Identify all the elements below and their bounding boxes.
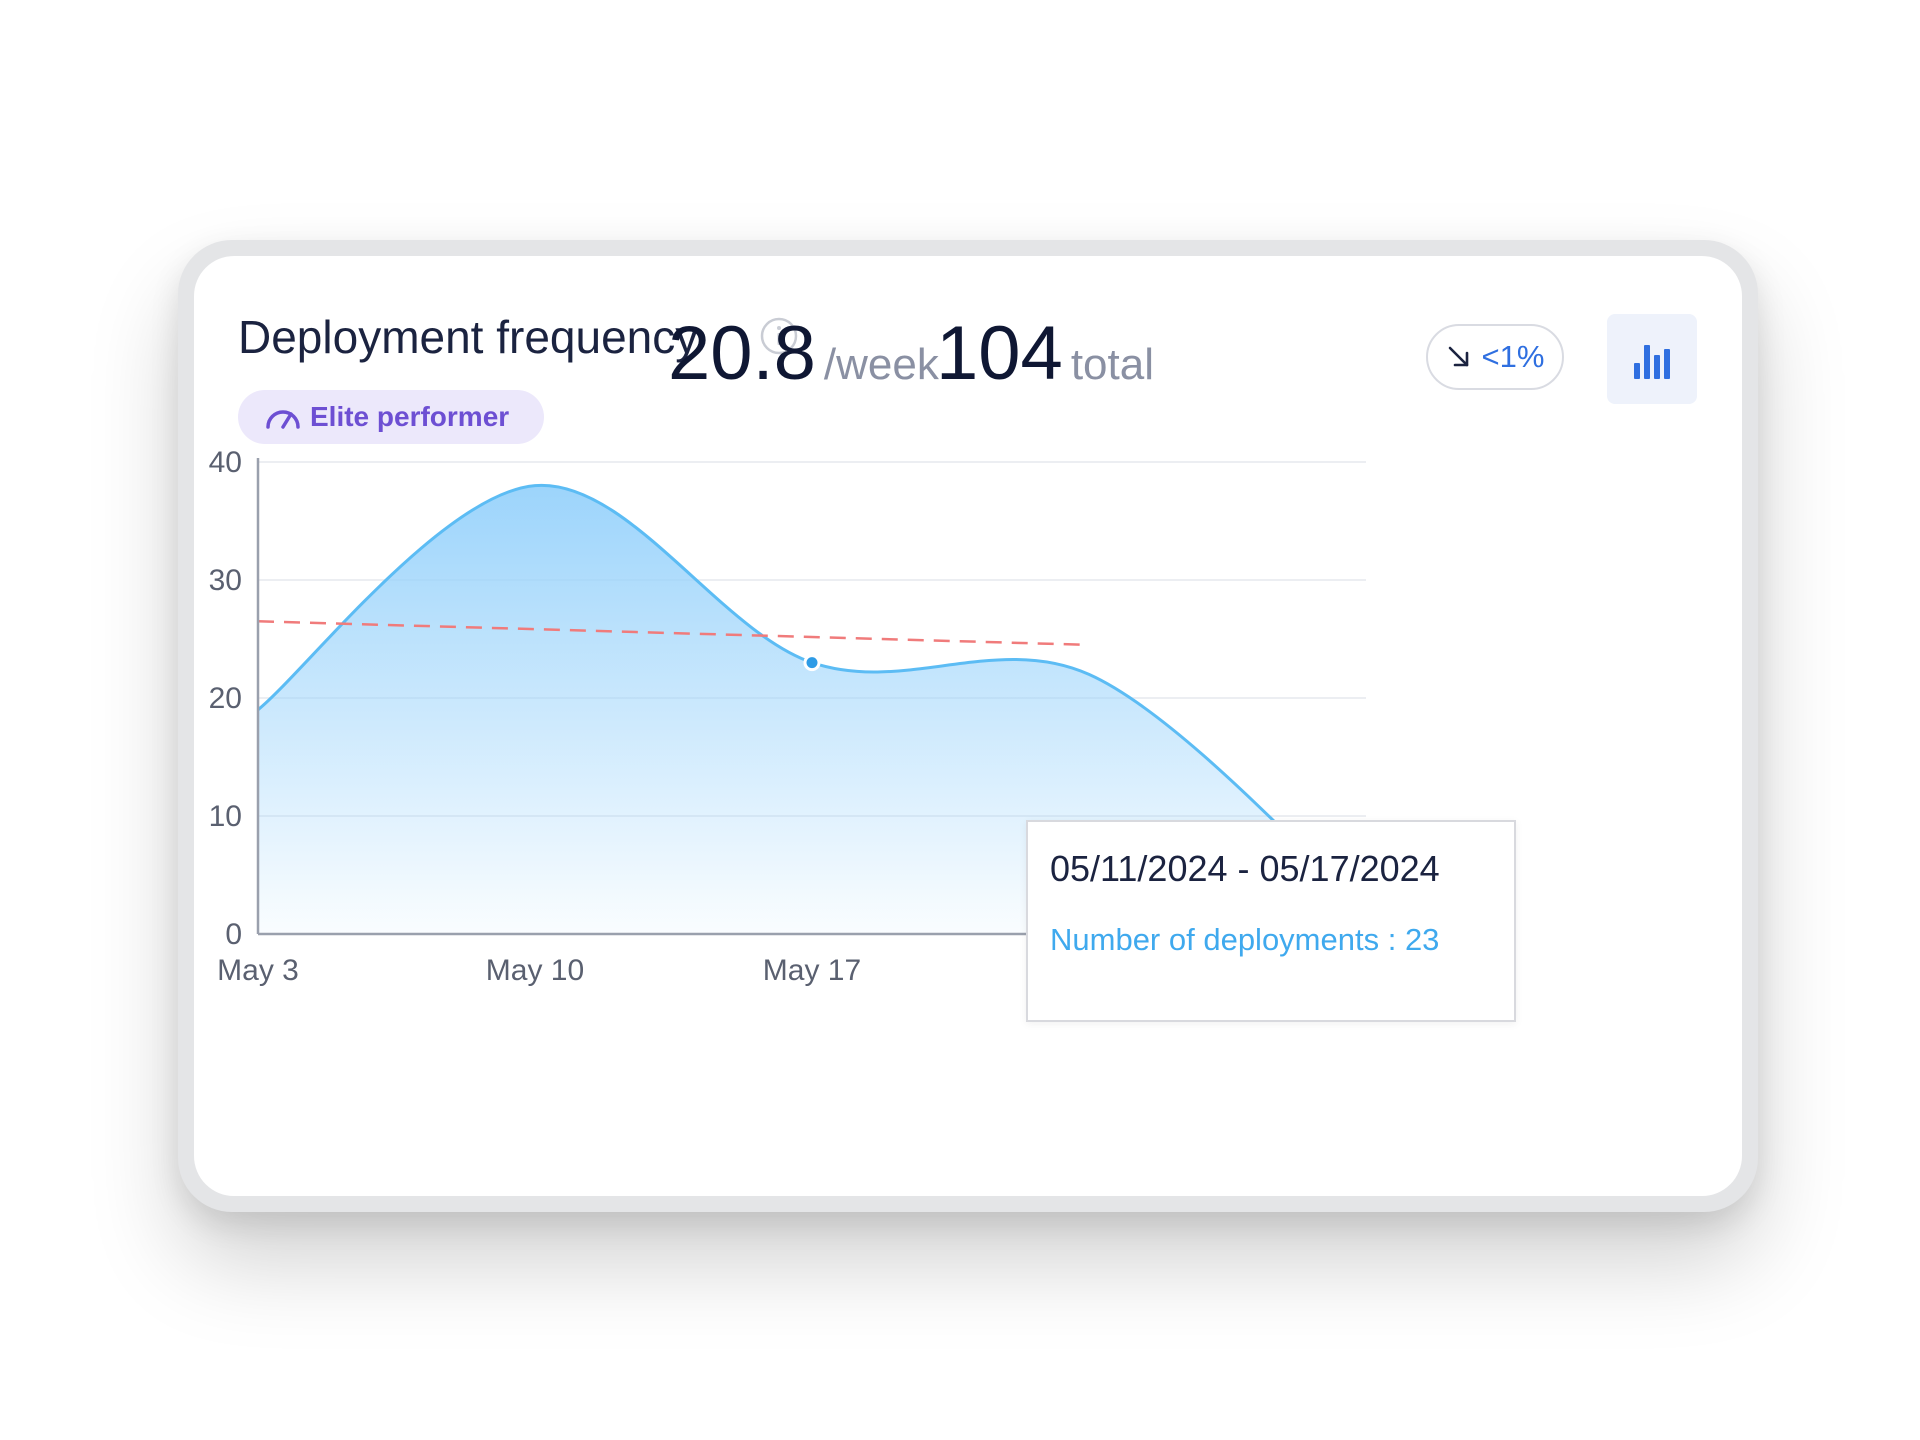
trend-line xyxy=(257,620,1090,647)
trend-label: <1% xyxy=(1481,339,1545,374)
y-tick-label: 40 xyxy=(209,446,242,479)
chart-type-button[interactable] xyxy=(1607,314,1697,404)
weekly-unit: /week xyxy=(823,340,939,389)
y-tick-label: 20 xyxy=(209,682,242,715)
badge-label: Elite performer xyxy=(310,401,510,432)
total-metric: 104 total xyxy=(936,316,1154,392)
y-tick-label: 0 xyxy=(225,918,242,951)
weekly-metric: 20.8/week xyxy=(668,316,939,392)
trend-badge: <1% xyxy=(1426,324,1564,390)
speedometer-icon xyxy=(266,410,300,429)
total-value: 104 xyxy=(936,311,1063,396)
highlighted-point xyxy=(803,654,821,672)
total-unit: total xyxy=(1070,340,1154,389)
tooltip-date-range: 05/11/2024 - 05/17/2024 xyxy=(1050,848,1440,889)
x-tick-label: May 10 xyxy=(486,954,584,987)
y-tick-label: 10 xyxy=(209,800,242,833)
elite-performer-badge: Elite performer xyxy=(238,390,544,444)
deployment-frequency-card: Deployment frequency Elite performer 20.… xyxy=(194,256,1742,1196)
info-icon[interactable] xyxy=(759,316,799,356)
chart-tooltip: 05/11/2024 - 05/17/2024 Number of deploy… xyxy=(1026,820,1516,1022)
tooltip-deployments-value: Number of deployments : 23 xyxy=(1050,922,1440,957)
arrow-down-right-icon xyxy=(1448,346,1468,367)
x-tick-label: May 3 xyxy=(217,954,299,987)
card-title: Deployment frequency xyxy=(238,311,699,363)
x-tick-label: May 17 xyxy=(763,954,861,987)
bar-chart-icon xyxy=(1634,345,1670,379)
y-tick-label: 30 xyxy=(209,564,242,597)
weekly-value: 20.8 xyxy=(668,311,816,396)
